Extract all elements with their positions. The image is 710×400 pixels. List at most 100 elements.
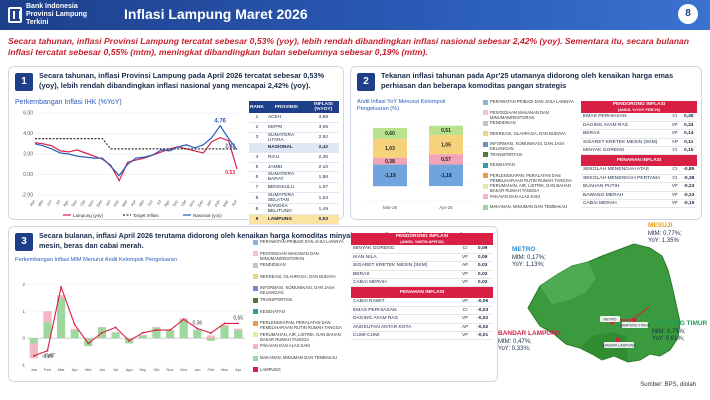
- legend-swatch: [253, 367, 258, 373]
- y-tick-label: 2: [22, 282, 25, 287]
- data-label: -0,66: [42, 354, 54, 360]
- cell-prov: SUMATERA UTARA: [264, 132, 308, 144]
- city-metro: METRO MtM: 0,17%; YoY: 1,13%;: [512, 246, 546, 268]
- x-tick-label: Jul: [113, 367, 118, 372]
- bar-food: [84, 338, 93, 347]
- cell-value: -0,19: [680, 199, 697, 209]
- data-label: 0,38: [385, 159, 395, 165]
- x-tick-label: Mar: [121, 198, 129, 207]
- cell-rank: 6: [249, 171, 265, 184]
- cell-name: IKAN NILA: [351, 253, 458, 263]
- legend-label: PENDIDIKAN: [260, 262, 286, 268]
- logo-line-3: Terkini: [26, 19, 49, 26]
- cell-name: CABAI RAWIT: [351, 297, 458, 307]
- bar-food: [138, 335, 147, 339]
- line-point: [223, 322, 226, 325]
- x-tick-label: Jan: [194, 367, 200, 372]
- cell-val: 1,63: [307, 192, 339, 205]
- cell-rank: [249, 143, 265, 154]
- driver-header-label: PENDORONG INFLASI: [612, 102, 666, 107]
- series-line: [34, 124, 238, 177]
- bar-food: [206, 338, 216, 341]
- legend-swatch: [253, 355, 258, 361]
- cell-name: EMAS PERHIASAN: [581, 113, 670, 122]
- panel-yoy-inflation: 1 Secara tahunan, inflasi Provinsi Lampu…: [8, 66, 344, 225]
- cell-prov: SUMATERA BARAT: [264, 171, 308, 184]
- table-row: 7 BENGKULU 1,67: [249, 182, 339, 194]
- series-line: [34, 136, 238, 183]
- x-tick-label: Jun: [146, 199, 154, 207]
- summary-text: Secara tahunan, inflasi Provinsi Lampung…: [8, 36, 690, 57]
- cell-name: SIGARET KRETEK MESIN (SKM): [351, 261, 458, 271]
- x-tick-label: Jan: [205, 199, 213, 207]
- legend-item: MAKANAN, MINUMAN DAN TEMBAKAU: [483, 204, 579, 210]
- legend-swatch: [253, 320, 258, 326]
- driver-header: PENDORONG INFLASI (ANDIL %YOY FEB'26): [581, 101, 697, 113]
- region-west: [540, 262, 596, 304]
- pin-label-metro: METRO: [604, 318, 617, 322]
- legend-swatch: [483, 99, 488, 105]
- x-tick-label: Apr: [28, 198, 36, 206]
- x-tick-label: Apr: [230, 198, 238, 206]
- driver-table-mtm: PENDORONG INFLASI (ANDIL %MTM APR'26) MINY…: [351, 233, 493, 341]
- legend-item: LAMPUNG: [253, 367, 349, 373]
- cell-code: VF: [669, 191, 681, 201]
- bar-segment: [373, 127, 407, 139]
- cell-value: -0,38: [680, 174, 697, 184]
- cell-rank: 9: [249, 214, 265, 225]
- bar-segment: [373, 164, 407, 187]
- bar-food: [111, 332, 120, 339]
- legend-swatch: [483, 204, 488, 210]
- bar-food: [193, 330, 202, 339]
- cell-code: CI: [669, 113, 681, 122]
- bar-housing: [234, 328, 243, 331]
- legend-swatch: [483, 131, 488, 136]
- legend-label: PENYEDIAAN MAKANAN DAN MINUMAN/RESTORAN: [490, 109, 549, 120]
- x-tick-label: Des: [180, 367, 187, 372]
- cell-value: 0,03: [472, 278, 493, 288]
- x-tick-label: Nov: [167, 367, 174, 372]
- inhibitor-header: PENAHAN INFLASI: [351, 286, 493, 298]
- cell-prov: LAMPUNG: [264, 214, 308, 225]
- legend-item: INFORMASI, KOMUNIKASI, DAN JASA KEUANGAN: [253, 285, 349, 295]
- legend-label: PERAWATAN PRIBADI DAN JASA LAINNYA: [490, 99, 574, 104]
- cell-val: 2,10: [307, 162, 339, 173]
- bar-housing: [111, 331, 120, 333]
- bar-housing: [138, 334, 147, 336]
- data-label: -1,19: [384, 173, 396, 179]
- cell-rank: 8: [249, 203, 265, 216]
- page-title: Inflasi Lampung Maret 2026: [124, 6, 308, 22]
- y-tick-label: 0.00: [23, 172, 33, 178]
- cell-code: CI: [669, 174, 681, 184]
- cell-code: CI: [457, 245, 473, 254]
- bar-housing: [84, 338, 93, 339]
- x-tick-label: Apr: [235, 367, 242, 372]
- legend-label: INFORMASI, KOMUNIKASI, DAN JASA KEUANGAN: [490, 141, 565, 151]
- y-tick-label: 4.00: [23, 131, 33, 137]
- driver-table-yoy: PENDORONG INFLASI (ANDIL %YOY FEB'26) EMAS…: [581, 101, 697, 209]
- cell-val: 2,92: [307, 132, 339, 144]
- x-tick-label: Jan: [104, 199, 112, 207]
- cell-code: CI: [669, 146, 681, 156]
- pin-lampung-timur: [631, 317, 637, 323]
- driver-row: SIGARET KRETEK MESIN (SKM) AP 0,03: [351, 261, 493, 271]
- cell-rank: 5: [249, 162, 265, 173]
- line-point: [210, 332, 212, 334]
- cell-prov: NASIONAL: [264, 143, 308, 154]
- legend-label: LAMPUNG: [260, 366, 281, 372]
- data-label: 0.53: [225, 170, 235, 176]
- table-row: 6 SUMATERA BARAT 1,98: [249, 171, 339, 184]
- bar-housing: [206, 335, 216, 339]
- pin-label-lt: LAMPUNG TIMUR: [620, 324, 650, 328]
- legend-swatch: [253, 343, 258, 349]
- legend-label: Target Inflasi: [133, 213, 159, 218]
- driver-row: DAGING AYAM RAS VF 0,24: [581, 121, 697, 131]
- cell-code: CI: [669, 165, 681, 175]
- legend-label: PERLENGKAPAN, PERALATAN DAN PEMELIHARAAN…: [260, 320, 342, 331]
- panel-title: Secara bulanan, inflasi April 2026 terut…: [39, 231, 465, 250]
- legend-item: PERUMAHAN, AIR, LISTRIK, DAN BAHAN BAKAR…: [483, 183, 579, 193]
- legend-item: PERLENGKAPAN, PERALATAN DAN PEMELIHARAAN…: [483, 173, 579, 183]
- cell-rank: 8: [249, 192, 265, 205]
- line-point: [101, 331, 103, 334]
- cell-name: CUMI-CUMI: [351, 331, 458, 341]
